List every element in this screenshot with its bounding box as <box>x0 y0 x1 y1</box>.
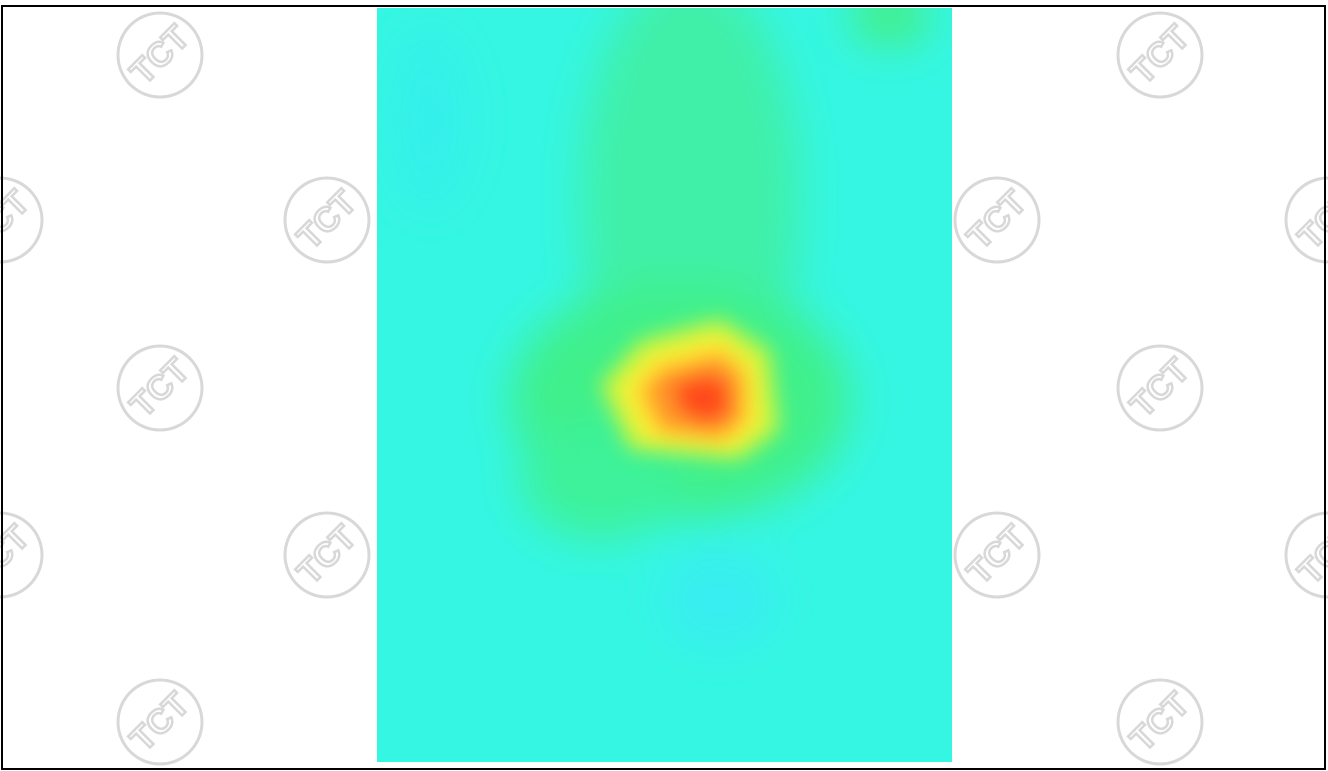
watermark-ring <box>1284 511 1328 599</box>
watermark: TCT <box>0 511 44 599</box>
watermark-text: TCT <box>960 518 1034 592</box>
watermark-ring <box>953 176 1041 264</box>
watermark: TCT <box>1116 344 1204 432</box>
watermark-text: TCT <box>1123 351 1197 425</box>
watermark-ring <box>116 678 204 766</box>
watermark-text: TCT <box>960 183 1034 257</box>
watermark-text: TCT <box>290 518 364 592</box>
watermark: TCT <box>116 344 204 432</box>
watermark: TCT <box>1284 511 1328 599</box>
watermark-ring <box>1116 344 1204 432</box>
watermark-ring <box>0 511 44 599</box>
watermark-text: TCT <box>1123 18 1197 92</box>
watermark-ring <box>283 176 371 264</box>
watermark-ring <box>283 511 371 599</box>
watermark-ring <box>1284 176 1328 264</box>
watermark: TCT <box>1116 678 1204 766</box>
frame-border <box>1 5 1326 770</box>
watermark-ring <box>116 11 204 99</box>
watermark-ring <box>116 344 204 432</box>
watermark-text: TCT <box>290 183 364 257</box>
watermark: TCT <box>283 511 371 599</box>
watermark: TCT <box>116 678 204 766</box>
watermark: TCT <box>1284 176 1328 264</box>
watermark-text: TCT <box>1123 685 1197 759</box>
watermark-text: TCT <box>123 685 197 759</box>
watermark: TCT <box>0 176 44 264</box>
watermark: TCT <box>953 511 1041 599</box>
watermark-text: TCT <box>123 18 197 92</box>
watermark-ring <box>953 511 1041 599</box>
watermark: TCT <box>953 176 1041 264</box>
watermark: TCT <box>1116 11 1204 99</box>
watermark-text: TCT <box>123 351 197 425</box>
watermark-ring <box>0 176 44 264</box>
watermark: TCT <box>283 176 371 264</box>
watermark: TCT <box>116 11 204 99</box>
heatmap-image <box>377 8 952 762</box>
watermark-ring <box>1116 11 1204 99</box>
watermark-ring <box>1116 678 1204 766</box>
